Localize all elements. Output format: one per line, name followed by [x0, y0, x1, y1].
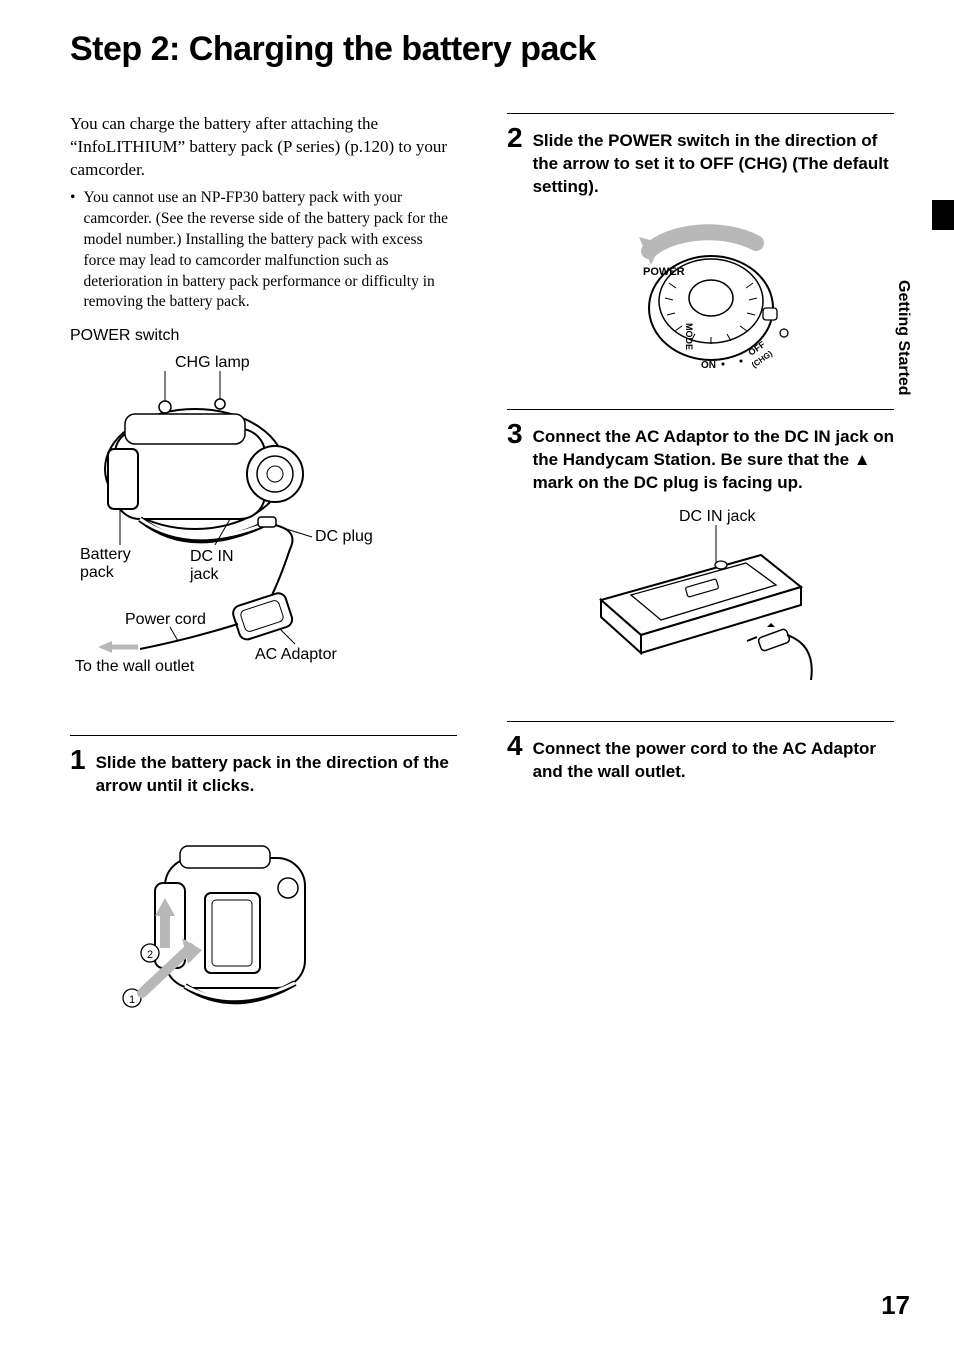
svg-text:pack: pack	[80, 564, 115, 581]
svg-text:1: 1	[129, 994, 135, 1006]
divider	[507, 721, 894, 722]
step-text: Slide the battery pack in the direction …	[96, 746, 457, 798]
power-dial-diagram: POWER MODE ON OFF (CHG)	[507, 213, 894, 383]
chg-lamp-label: CHG lamp	[175, 354, 250, 371]
step-text: Connect the AC Adaptor to the DC IN jack…	[533, 420, 894, 495]
battery-slide-diagram: 1 2	[70, 818, 457, 1038]
page-number: 17	[881, 1290, 910, 1321]
svg-text:DC IN: DC IN	[190, 548, 234, 565]
battery-pack-label: Battery	[80, 546, 131, 563]
step-number: 3	[507, 420, 523, 448]
left-column: You can charge the battery after attachi…	[70, 113, 457, 1038]
camcorder-rear-icon	[155, 846, 305, 1001]
camcorder-svg: CHG lamp	[70, 349, 450, 709]
content-columns: You can charge the battery after attachi…	[70, 113, 894, 1038]
dc-in-jack-label: DC IN jack	[679, 508, 756, 525]
step-text: Connect the power cord to the AC Adaptor…	[533, 732, 894, 784]
note-bullet: • You cannot use an NP-FP30 battery pack…	[70, 188, 457, 314]
power-cord-label: Power cord	[125, 611, 206, 628]
svg-text:2: 2	[147, 949, 153, 961]
bullet-icon: •	[70, 188, 75, 314]
section-label: Getting Started	[894, 280, 912, 396]
divider	[507, 113, 894, 114]
section-tab	[932, 200, 954, 230]
divider	[507, 409, 894, 410]
step-number: 1	[70, 746, 86, 774]
step-number: 4	[507, 732, 523, 760]
power-dial-svg: POWER MODE ON OFF (CHG)	[591, 213, 811, 383]
bullet-text: You cannot use an NP-FP30 battery pack w…	[83, 188, 457, 314]
to-wall-label: To the wall outlet	[75, 658, 195, 675]
dial-mode-text: MODE	[684, 323, 694, 350]
svg-text:jack: jack	[189, 566, 219, 583]
step-number: 2	[507, 124, 523, 152]
ac-adaptor-label: AC Adaptor	[255, 646, 338, 663]
station-svg: DC IN jack	[571, 505, 831, 695]
dc-plug-station-icon	[747, 623, 812, 680]
right-column: 2 Slide the POWER switch in the directio…	[507, 113, 894, 1038]
battery-slide-svg: 1 2	[70, 818, 370, 1038]
power-switch-caption: POWER switch	[70, 327, 457, 345]
handycam-station-diagram: DC IN jack	[507, 505, 894, 695]
divider	[70, 735, 457, 736]
step-4: 4 Connect the power cord to the AC Adapt…	[507, 732, 894, 784]
wall-arrow-icon	[98, 641, 138, 653]
step-1: 1 Slide the battery pack in the directio…	[70, 746, 457, 798]
step-2: 2 Slide the POWER switch in the directio…	[507, 124, 894, 199]
step-text: Slide the POWER switch in the direction …	[533, 124, 894, 199]
dial-power-text: POWER	[643, 266, 685, 278]
camcorder-diagram: CHG lamp	[70, 349, 457, 709]
intro-text: You can charge the battery after attachi…	[70, 113, 457, 182]
dc-plug-label: DC plug	[315, 528, 373, 545]
dial-on-text: ON	[701, 360, 716, 371]
page-title: Step 2: Charging the battery pack	[70, 30, 894, 69]
step-3: 3 Connect the AC Adaptor to the DC IN ja…	[507, 420, 894, 495]
